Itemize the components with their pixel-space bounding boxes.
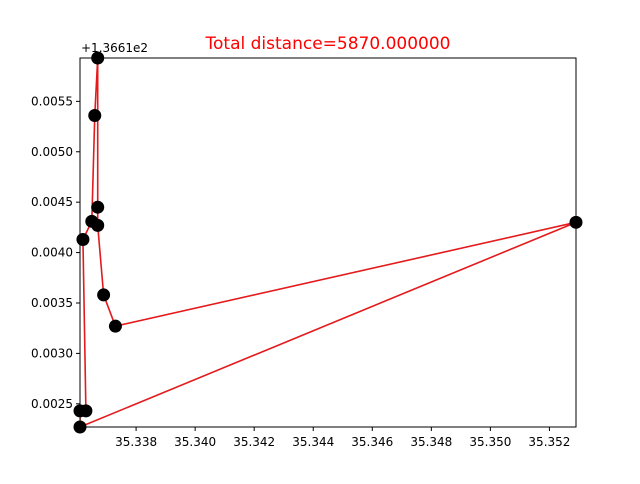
- x-tick-label-5: 35.348: [410, 435, 452, 449]
- y-tick-label-3: 0.0040: [31, 246, 73, 260]
- data-point-1: [79, 404, 93, 418]
- data-point-7: [91, 218, 105, 232]
- ticks-layer: 35.338 35.340 35.342 35.344 35.346 35.348 35.3…: [31, 94, 570, 449]
- data-point-8: [97, 288, 111, 302]
- x-tick-label-3: 35.344: [292, 435, 334, 449]
- y-tick-label-2: 0.0035: [31, 296, 73, 310]
- y-tick-label-5: 0.0050: [31, 145, 73, 159]
- x-tick-label-0: 35.338: [115, 435, 157, 449]
- y-tick-label-1: 0.0030: [31, 346, 73, 360]
- data-point-9: [108, 319, 122, 333]
- chart-title: Total distance=5870.000000: [205, 34, 451, 54]
- x-tick-label-6: 35.350: [469, 435, 511, 449]
- y-tick-label-0: 0.0025: [31, 397, 73, 411]
- plot-frame: [79, 57, 577, 428]
- x-tick-label-2: 35.342: [233, 435, 275, 449]
- y-tick-label-6: 0.0055: [31, 94, 73, 108]
- y-tick-label-4: 0.0045: [31, 195, 73, 209]
- x-tick-label-1: 35.340: [174, 435, 216, 449]
- y-axis-offset-label: +1.3661e2: [81, 41, 148, 55]
- data-point-6: [91, 200, 105, 214]
- data-point-4: [88, 108, 102, 122]
- x-tick-label-4: 35.346: [351, 435, 393, 449]
- x-tick-label-7: 35.352: [528, 435, 570, 449]
- data-point-2: [76, 232, 90, 246]
